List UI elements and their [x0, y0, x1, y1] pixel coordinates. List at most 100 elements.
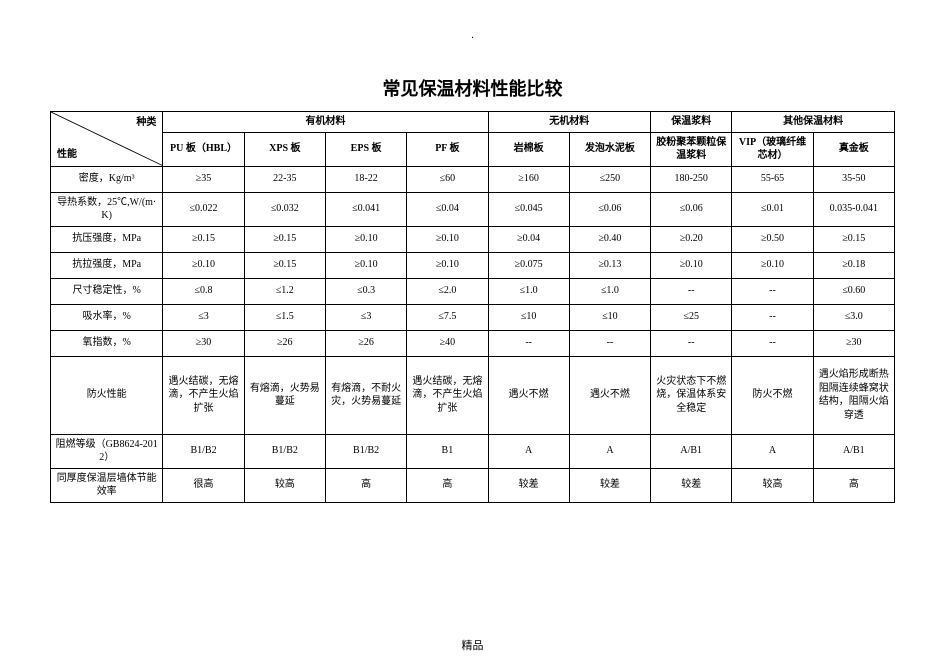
table-cell: A: [488, 434, 569, 468]
table-cell: 遇火不燃: [569, 356, 650, 434]
table-cell: 遇火不燃: [488, 356, 569, 434]
table-cell: ≤1.0: [569, 278, 650, 304]
table-cell: ≤3: [163, 304, 244, 330]
comparison-table: 种类 性能 有机材料 无机材料 保温浆料 其他保温材料 PU 板（HBL） XP…: [50, 111, 895, 503]
group-header: 有机材料: [163, 112, 488, 133]
table-header-row-groups: 种类 性能 有机材料 无机材料 保温浆料 其他保温材料: [51, 112, 895, 133]
table-cell: ≤3: [325, 304, 406, 330]
table-cell: ≥0.10: [407, 226, 488, 252]
sub-header: 岩棉板: [488, 132, 569, 166]
table-cell: ≤0.032: [244, 192, 325, 226]
table-cell: ≥30: [813, 330, 894, 356]
table-cell: ≤60: [407, 166, 488, 192]
table-cell: ≥0.13: [569, 252, 650, 278]
diagonal-top-label: 种类: [136, 116, 156, 130]
table-cell: A: [732, 434, 813, 468]
table-row: 阻燃等级（GB8624-2012）B1/B2B1/B2B1/B2B1AAA/B1…: [51, 434, 895, 468]
table-cell: ≥0.18: [813, 252, 894, 278]
table-cell: ≥35: [163, 166, 244, 192]
table-cell: ≥0.10: [325, 252, 406, 278]
table-cell: 高: [813, 468, 894, 502]
table-cell: ≤1.5: [244, 304, 325, 330]
table-cell: --: [732, 304, 813, 330]
table-cell: ≤0.3: [325, 278, 406, 304]
table-cell: ≤0.01: [732, 192, 813, 226]
table-cell: 0.035-0.041: [813, 192, 894, 226]
table-cell: ≥40: [407, 330, 488, 356]
row-label: 阻燃等级（GB8624-2012）: [51, 434, 163, 468]
table-cell: --: [651, 330, 732, 356]
table-cell: ≥0.20: [651, 226, 732, 252]
sub-header: EPS 板: [325, 132, 406, 166]
group-header: 其他保温材料: [732, 112, 895, 133]
sub-header: XPS 板: [244, 132, 325, 166]
row-label: 抗压强度，MPa: [51, 226, 163, 252]
table-cell: B1/B2: [163, 434, 244, 468]
sub-header: 胶粉聚苯颗粒保温浆料: [651, 132, 732, 166]
table-cell: ≤0.045: [488, 192, 569, 226]
table-cell: ≤10: [569, 304, 650, 330]
row-label: 尺寸稳定性，%: [51, 278, 163, 304]
table-cell: ≤2.0: [407, 278, 488, 304]
table-cell: 遇火焰形成断热阻隔连续蜂窝状结构，阻隔火焰穿透: [813, 356, 894, 434]
table-cell: 火灾状态下不燃烧，保温体系安全稳定: [651, 356, 732, 434]
sub-header: VIP（玻璃纤维芯材）: [732, 132, 813, 166]
diagonal-header-cell: 种类 性能: [51, 112, 163, 167]
table-cell: 高: [407, 468, 488, 502]
table-cell: ≥0.04: [488, 226, 569, 252]
table-cell: ≤0.04: [407, 192, 488, 226]
row-label: 吸水率，%: [51, 304, 163, 330]
table-cell: A: [569, 434, 650, 468]
table-cell: 较差: [488, 468, 569, 502]
table-cell: --: [488, 330, 569, 356]
table-cell: ≤7.5: [407, 304, 488, 330]
table-cell: ≤0.041: [325, 192, 406, 226]
footer-text: 精品: [0, 637, 945, 653]
row-label: 同厚度保温层墙体节能效率: [51, 468, 163, 502]
page-title: 常见保温材料性能比较: [50, 75, 895, 101]
table-cell: --: [569, 330, 650, 356]
table-body: 密度，Kg/m³≥3522-3518-22≤60≥160≤250180-2505…: [51, 166, 895, 502]
table-row: 抗拉强度，MPa≥0.10≥0.15≥0.10≥0.10≥0.075≥0.13≥…: [51, 252, 895, 278]
table-cell: ≥30: [163, 330, 244, 356]
table-cell: 18-22: [325, 166, 406, 192]
table-cell: 有熔滴，火势易蔓延: [244, 356, 325, 434]
table-cell: ≤250: [569, 166, 650, 192]
table-cell: B1/B2: [244, 434, 325, 468]
table-cell: ≥0.10: [163, 252, 244, 278]
table-cell: ≤1.0: [488, 278, 569, 304]
table-cell: B1: [407, 434, 488, 468]
table-cell: ≤0.06: [651, 192, 732, 226]
table-row: 氧指数，%≥30≥26≥26≥40--------≥30: [51, 330, 895, 356]
table-cell: A/B1: [813, 434, 894, 468]
group-header: 保温浆料: [651, 112, 732, 133]
table-cell: ≤0.06: [569, 192, 650, 226]
table-cell: ≥0.10: [651, 252, 732, 278]
row-label: 防火性能: [51, 356, 163, 434]
row-label: 导热系数，25℃,W/(m·K): [51, 192, 163, 226]
table-cell: 有熔滴，不耐火灾，火势易蔓延: [325, 356, 406, 434]
table-cell: --: [651, 278, 732, 304]
diagonal-bottom-label: 性能: [57, 148, 77, 162]
row-label: 密度，Kg/m³: [51, 166, 163, 192]
table-cell: ≥26: [325, 330, 406, 356]
table-cell: ≥0.075: [488, 252, 569, 278]
table-cell: ≥0.15: [813, 226, 894, 252]
table-cell: ≥0.10: [325, 226, 406, 252]
table-cell: ≥0.40: [569, 226, 650, 252]
table-cell: B1/B2: [325, 434, 406, 468]
table-cell: ≤10: [488, 304, 569, 330]
table-cell: ≥0.15: [244, 226, 325, 252]
table-cell: ≤1.2: [244, 278, 325, 304]
table-cell: ≤3.0: [813, 304, 894, 330]
table-cell: ≤0.8: [163, 278, 244, 304]
table-cell: A/B1: [651, 434, 732, 468]
table-cell: ≤0.022: [163, 192, 244, 226]
table-cell: 55-65: [732, 166, 813, 192]
table-cell: 遇火结碳，无熔滴，不产生火焰扩张: [407, 356, 488, 434]
table-cell: ≥0.15: [244, 252, 325, 278]
table-row: 吸水率，%≤3≤1.5≤3≤7.5≤10≤10≤25--≤3.0: [51, 304, 895, 330]
sub-header: 发泡水泥板: [569, 132, 650, 166]
table-row: 防火性能 遇火结碳，无熔滴，不产生火焰扩张 有熔滴，火势易蔓延有熔滴，不耐火灾，火势…: [51, 356, 895, 434]
top-mark: .: [50, 30, 895, 41]
